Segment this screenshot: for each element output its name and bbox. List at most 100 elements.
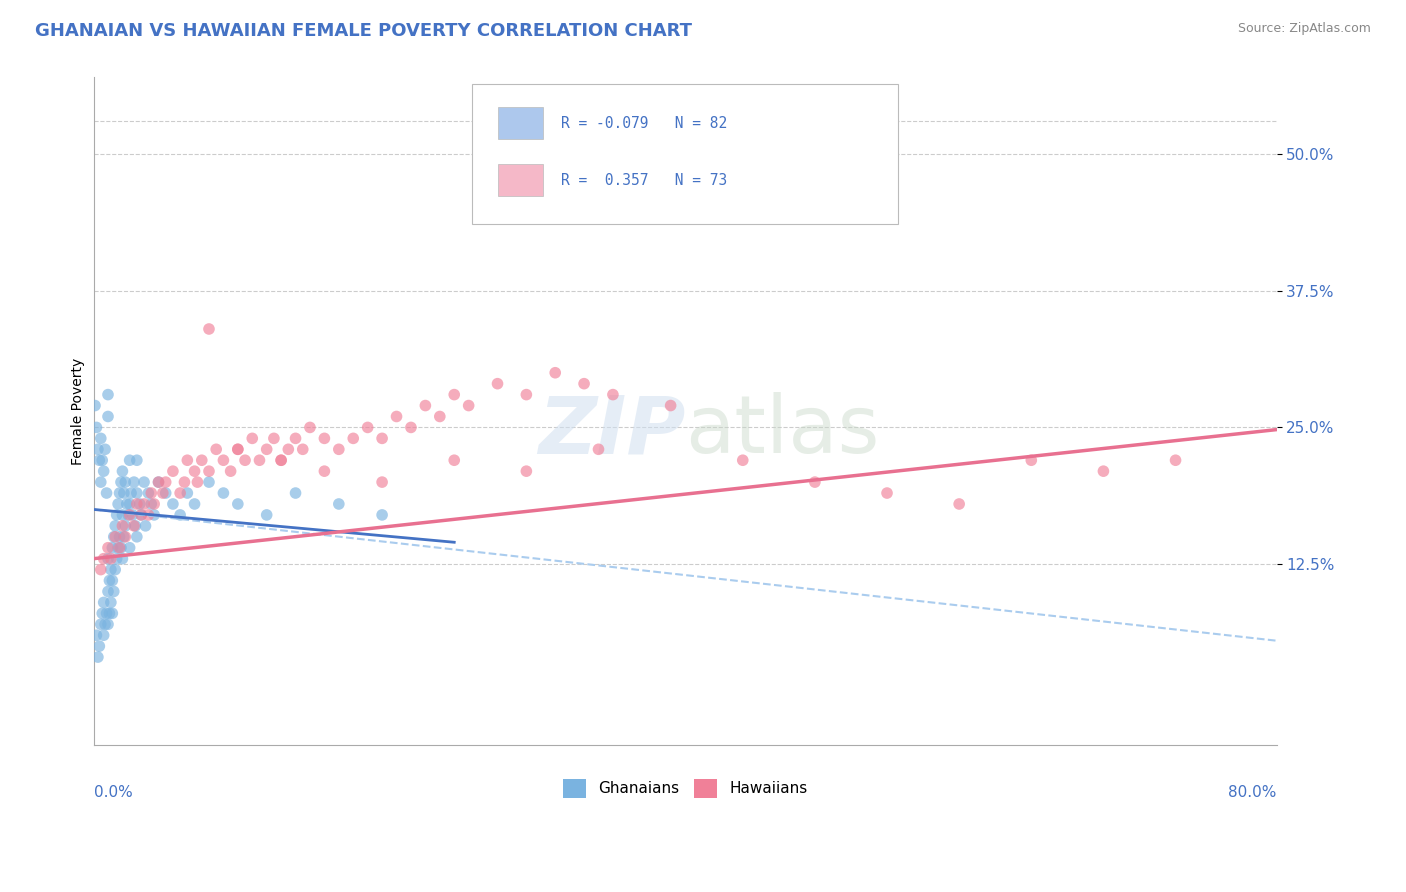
Point bbox=[1092, 464, 1115, 478]
Point bbox=[162, 497, 184, 511]
Point bbox=[328, 497, 350, 511]
Point bbox=[173, 475, 195, 489]
Point bbox=[659, 399, 682, 413]
Point bbox=[249, 453, 271, 467]
Point bbox=[104, 530, 127, 544]
Point bbox=[138, 486, 160, 500]
Point bbox=[110, 541, 132, 555]
Point bbox=[89, 639, 111, 653]
Point bbox=[176, 453, 198, 467]
Point bbox=[96, 486, 118, 500]
Point bbox=[105, 508, 128, 522]
Point bbox=[112, 486, 135, 500]
Point bbox=[87, 442, 110, 457]
Point bbox=[148, 475, 170, 489]
Point bbox=[186, 475, 208, 489]
Point bbox=[152, 486, 174, 500]
Point bbox=[108, 541, 131, 555]
Point bbox=[291, 442, 314, 457]
Point bbox=[183, 497, 205, 511]
Point bbox=[443, 453, 465, 467]
Point bbox=[104, 519, 127, 533]
Point bbox=[121, 508, 143, 522]
Point bbox=[141, 486, 163, 500]
Point bbox=[314, 464, 336, 478]
Point bbox=[284, 486, 307, 500]
Point bbox=[118, 497, 141, 511]
Point bbox=[804, 475, 827, 489]
Point bbox=[111, 464, 134, 478]
Point bbox=[328, 442, 350, 457]
Point bbox=[94, 617, 117, 632]
Point bbox=[371, 508, 394, 522]
Point bbox=[125, 486, 148, 500]
Point bbox=[115, 497, 138, 511]
Point bbox=[118, 541, 141, 555]
Point bbox=[91, 453, 114, 467]
Point bbox=[143, 508, 166, 522]
Point bbox=[572, 376, 595, 391]
Point bbox=[90, 617, 112, 632]
Point bbox=[107, 541, 129, 555]
Point bbox=[86, 420, 108, 434]
Text: R =  0.357   N = 73: R = 0.357 N = 73 bbox=[561, 173, 727, 187]
Point bbox=[97, 584, 120, 599]
Point bbox=[97, 541, 120, 555]
Point bbox=[103, 530, 125, 544]
Point bbox=[415, 399, 437, 413]
Point bbox=[128, 497, 150, 511]
Point bbox=[141, 497, 163, 511]
Point bbox=[93, 628, 115, 642]
Point bbox=[100, 563, 122, 577]
Point bbox=[298, 420, 321, 434]
Point bbox=[100, 595, 122, 609]
Point bbox=[98, 574, 121, 588]
Point bbox=[486, 376, 509, 391]
Point bbox=[284, 431, 307, 445]
Point bbox=[108, 530, 131, 544]
Point bbox=[90, 475, 112, 489]
Point bbox=[124, 519, 146, 533]
Point bbox=[111, 551, 134, 566]
Text: ZIP: ZIP bbox=[537, 392, 685, 470]
Point bbox=[277, 442, 299, 457]
Point bbox=[143, 497, 166, 511]
Point bbox=[212, 453, 235, 467]
Point bbox=[457, 399, 479, 413]
Point bbox=[87, 650, 110, 665]
Text: R = -0.079   N = 82: R = -0.079 N = 82 bbox=[561, 116, 727, 131]
Point bbox=[114, 530, 136, 544]
Point bbox=[90, 563, 112, 577]
Point bbox=[876, 486, 898, 500]
Point bbox=[125, 453, 148, 467]
Point bbox=[1019, 453, 1042, 467]
Point bbox=[342, 431, 364, 445]
Point bbox=[385, 409, 408, 424]
Point bbox=[89, 453, 111, 467]
Text: 0.0%: 0.0% bbox=[94, 785, 132, 799]
Point bbox=[101, 541, 124, 555]
Point bbox=[125, 497, 148, 511]
Point bbox=[256, 508, 278, 522]
Point bbox=[429, 409, 451, 424]
Point bbox=[114, 475, 136, 489]
Text: 80.0%: 80.0% bbox=[1229, 785, 1277, 799]
Point bbox=[515, 464, 537, 478]
Point bbox=[91, 607, 114, 621]
Point bbox=[114, 519, 136, 533]
Text: GHANAIAN VS HAWAIIAN FEMALE POVERTY CORRELATION CHART: GHANAIAN VS HAWAIIAN FEMALE POVERTY CORR… bbox=[35, 22, 692, 40]
Point bbox=[111, 519, 134, 533]
Point bbox=[148, 475, 170, 489]
Point bbox=[84, 399, 107, 413]
Point bbox=[97, 551, 120, 566]
Point bbox=[98, 607, 121, 621]
Point bbox=[212, 486, 235, 500]
Y-axis label: Female Poverty: Female Poverty bbox=[72, 358, 86, 465]
Point bbox=[118, 508, 141, 522]
Text: Source: ZipAtlas.com: Source: ZipAtlas.com bbox=[1237, 22, 1371, 36]
Point bbox=[169, 508, 191, 522]
Point bbox=[112, 530, 135, 544]
Point bbox=[111, 508, 134, 522]
FancyBboxPatch shape bbox=[498, 107, 543, 139]
Point bbox=[544, 366, 567, 380]
